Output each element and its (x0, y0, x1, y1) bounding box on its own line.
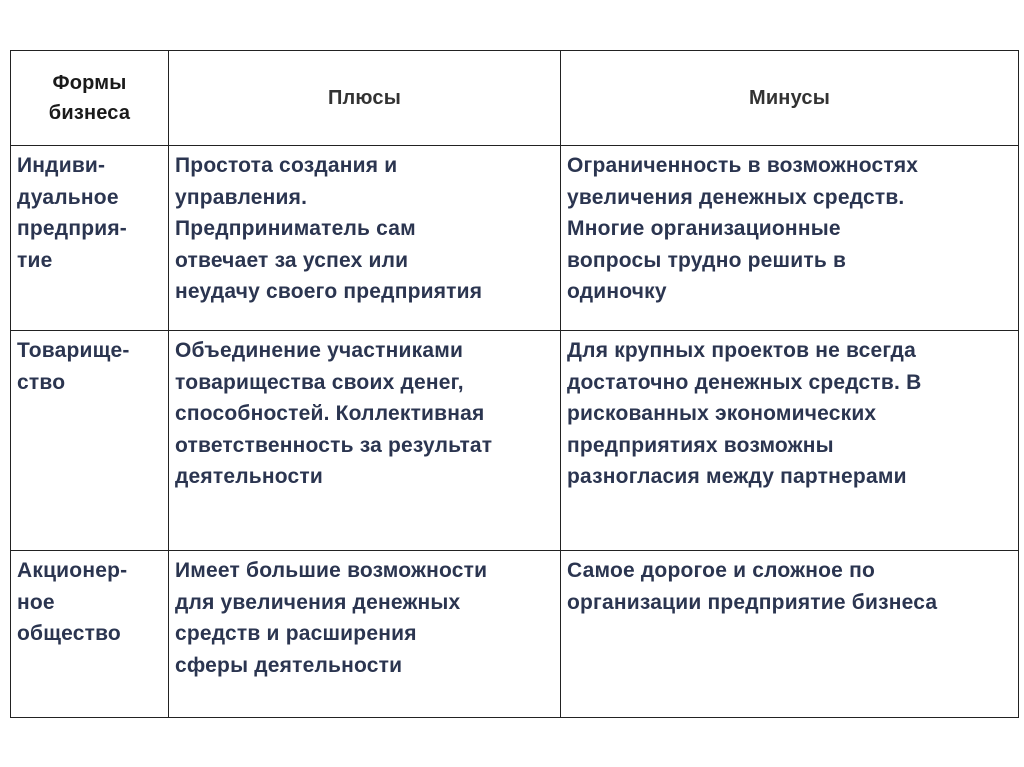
cell-text: Для крупных проектов не всегда (567, 339, 916, 362)
cell-text: ство (17, 370, 66, 394)
cell-text: Предприниматель сам (175, 217, 416, 240)
table-cell: Акционер-ное общество (10, 550, 169, 718)
cell-text: Простота создания и (175, 154, 398, 177)
cell-text: Объединение участниками (175, 339, 464, 362)
cell-text: разногласия между партнерами (567, 465, 907, 488)
cell-text: Имеет большие возможности (175, 559, 488, 582)
cell-text: Ограниченность в возможностях (567, 154, 919, 177)
cell-text: Плюсы (327, 87, 402, 109)
cell-text: Минусы (748, 87, 831, 109)
cell-text: Самое дорогое и сложное по (567, 559, 875, 582)
cell-text: Формы (52, 72, 127, 94)
cell-text: Многие организационные (567, 217, 841, 240)
table-cell: Для крупных проектов не всегда достаточно… (560, 330, 1019, 551)
table-cell: Объединение участниками товарищества свои… (168, 330, 561, 551)
cell-text: бизнеса (48, 102, 131, 124)
cell-text: неудачу своего предприятия (175, 280, 483, 303)
table-cell: Товарище-ство (10, 330, 169, 551)
header-cell: Формы бизнеса (10, 50, 169, 146)
table-cell: Самое дорогое и сложное по организации пр… (560, 550, 1019, 718)
cell-text: организации предприятие бизнеса (567, 590, 938, 614)
cell-text: сферы деятельности (175, 653, 403, 677)
cell-text: Акционер- (17, 559, 128, 582)
cell-text: управления. (175, 185, 308, 209)
table-cell: Имеет большие возможности для увеличения … (168, 550, 561, 718)
cell-text: способностей. Коллективная (175, 402, 485, 425)
cell-text: предприятиях возможны (567, 433, 834, 457)
cell-text: Индиви- (17, 154, 106, 177)
cell-text: для увеличения денежных (175, 590, 461, 614)
cell-text: дуальное (17, 185, 119, 209)
table-cell: Простота создания и управления. Предприним… (168, 145, 561, 331)
table-cell: Ограниченность в возможностях увеличения … (560, 145, 1019, 331)
cell-text: ное (17, 590, 55, 614)
cell-text: общество (17, 622, 121, 645)
cell-text: отвечает за успех или (175, 248, 409, 272)
cell-text: увеличения денежных средств. (567, 185, 905, 209)
table-cell: Индиви-дуальное предприя-тие (10, 145, 169, 331)
cell-text: достаточно денежных средств. В (567, 370, 922, 394)
cell-text: ответственность за результат (175, 433, 493, 457)
cell-text: деятельности (175, 465, 323, 488)
header-cell: Плюсы (168, 50, 561, 146)
cell-text: рискованных экономических (567, 402, 877, 425)
cell-text: вопросы трудно решить в (567, 248, 847, 272)
cell-text: товарищества своих денег, (175, 370, 464, 394)
cell-text: предприя- (17, 217, 127, 240)
cell-text: тие (17, 248, 53, 272)
cell-text: Товарище- (17, 339, 130, 362)
cell-text: одиночку (567, 280, 667, 303)
header-cell: Минусы (560, 50, 1019, 146)
cell-text: средств и расширения (175, 622, 417, 645)
